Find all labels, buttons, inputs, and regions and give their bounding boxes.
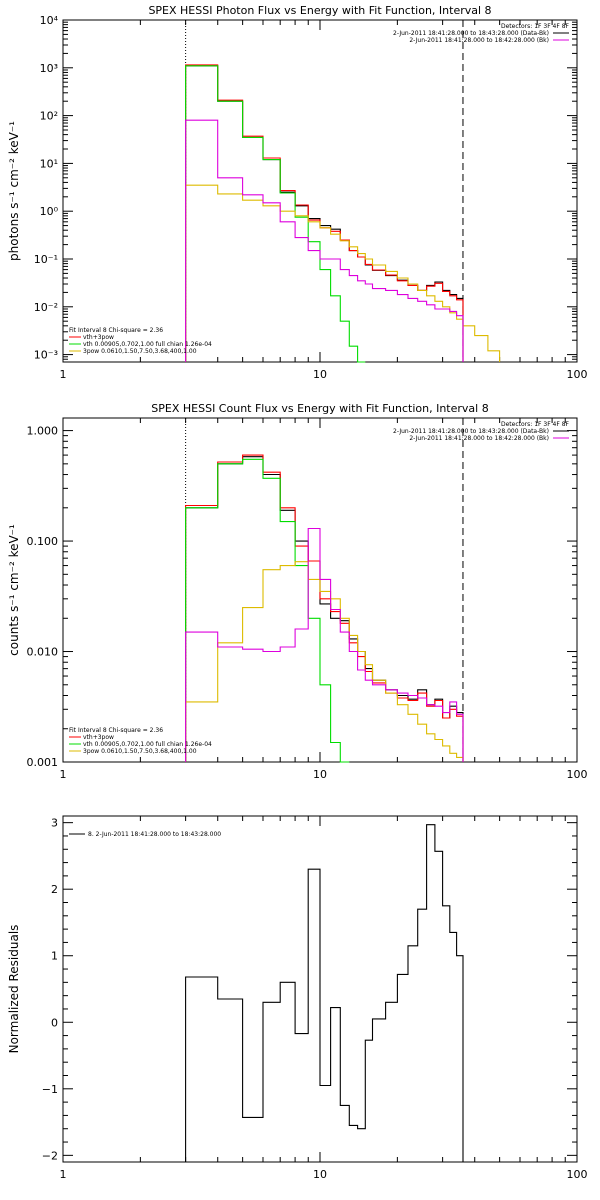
series-1-histogram: [185, 456, 464, 762]
x-tick-label: 100: [567, 768, 588, 781]
info-line: 2-Jun-2011 18:41:28.000 to 18:43:28.000 …: [393, 30, 549, 37]
fit-row-label: vth 0.00905,0.702,1.00 full chian 1.26e-…: [83, 341, 212, 348]
y-tick-label: 2: [51, 883, 58, 896]
y-tick-label: 0.100: [27, 535, 59, 548]
x-tick-label: 10: [313, 1168, 327, 1181]
y-tick-label: 0.010: [27, 646, 59, 659]
info-line: 2-Jun-2011 18:41:28.000 to 18:42:28.000 …: [409, 37, 549, 44]
chart-title: SPEX HESSI Photon Flux vs Energy with Fi…: [148, 4, 491, 17]
series-1-histogram: [185, 824, 464, 1162]
series-2-histogram: [185, 64, 464, 362]
x-tick-label: 10: [313, 368, 327, 381]
info-line: Detectors: 1F 3F 4F 8F: [501, 421, 570, 428]
series-3-histogram: [185, 458, 350, 763]
series-3-histogram: [185, 65, 366, 363]
x-tick-label: 1: [60, 768, 67, 781]
fit-header: Fit Interval 8 Chi-square = 2.36: [69, 327, 163, 334]
y-tick-label: 0.001: [27, 756, 59, 769]
y-tick-label: 10¹: [40, 157, 58, 170]
series-1-histogram: [185, 65, 464, 362]
x-tick-label: 1: [60, 1168, 67, 1181]
y-tick-label: 10³: [40, 62, 58, 75]
chart-panel-3: 1 10 100 −2 −1 0 1 2 3 Normalized Residuals 8. 2-J…: [7, 815, 588, 1181]
chart-panel-1: SPEX HESSI Photon Flux vs Energy with Fi…: [7, 4, 588, 381]
y-tick-label: 10⁴: [40, 14, 59, 27]
series-5-histogram: [185, 527, 464, 762]
x-tick-label: 100: [567, 368, 588, 381]
series-4-histogram: [185, 184, 501, 362]
y-tick-label: 10⁻¹: [34, 253, 58, 266]
y-tick-label: 0: [51, 1016, 58, 1029]
y-tick-label: 10⁻²: [34, 301, 58, 314]
fit-row-label: vth+3pow: [83, 734, 114, 741]
x-tick-label: 10: [313, 768, 327, 781]
y-tick-label: −1: [42, 1083, 58, 1096]
series-2-histogram: [185, 454, 464, 762]
fit-header: Fit Interval 8 Chi-square = 2.36: [69, 727, 163, 734]
fit-row-label: 3pow 0.0610,1.50,7.50,3.68,400,1.00: [83, 748, 197, 755]
plot-frame: [62, 19, 578, 363]
fit-row-label: 3pow 0.0610,1.50,7.50,3.68,400,1.00: [83, 348, 197, 355]
y-axis-label: photons s⁻¹ cm⁻² keV⁻¹: [7, 121, 21, 261]
fit-row-label: vth 0.00905,0.702,1.00 full chian 1.26e-…: [83, 741, 212, 748]
legend-label: 8. 2-Jun-2011 18:41:28.000 to 18:43:28.0…: [88, 831, 221, 838]
y-tick-label: 1: [51, 950, 58, 963]
chart-panel-2: SPEX HESSI Count Flux vs Energy with Fit…: [7, 402, 588, 781]
info-line: Detectors: 1F 3F 4F 8F: [501, 23, 570, 30]
y-tick-label: −2: [42, 1149, 58, 1162]
y-axis-label: counts s⁻¹ cm⁻² keV⁻¹: [7, 524, 21, 656]
y-tick-label: 10²: [40, 110, 58, 123]
fit-row-label: vth+3pow: [83, 334, 114, 341]
y-tick-label: 3: [51, 817, 58, 830]
y-tick-label: 10⁰: [40, 205, 59, 218]
chart-title: SPEX HESSI Count Flux vs Energy with Fit…: [151, 402, 488, 415]
x-tick-label: 100: [567, 1168, 588, 1181]
series-4-histogram: [185, 561, 464, 762]
y-tick-label: 1.000: [27, 425, 59, 438]
info-line: 2-Jun-2011 18:41:28.000 to 18:42:28.000 …: [409, 435, 549, 442]
info-line: 2-Jun-2011 18:41:28.000 to 18:43:28.000 …: [393, 428, 549, 435]
series-5-histogram: [185, 119, 464, 362]
x-tick-label: 1: [60, 368, 67, 381]
y-tick-label: 10⁻³: [34, 349, 58, 362]
y-axis-label: Normalized Residuals: [7, 925, 21, 1054]
